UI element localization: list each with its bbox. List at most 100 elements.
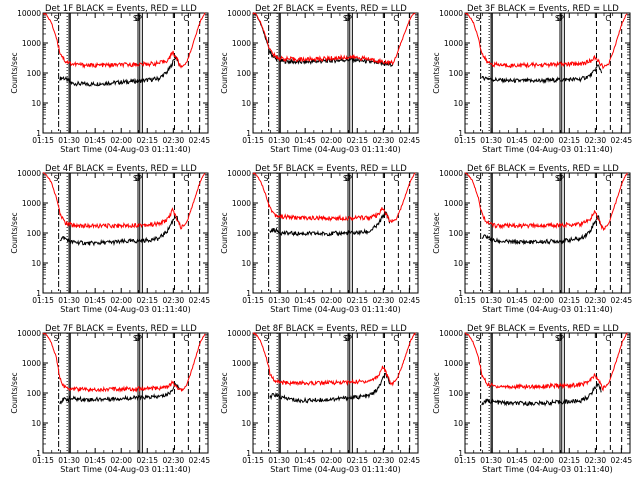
y-axis-title: Counts/sec: [10, 212, 19, 253]
y-tick-label: 10000: [17, 9, 41, 18]
plot-frame: [42, 332, 209, 454]
x-tick-label: 02:30: [163, 136, 185, 145]
x-axis-title: Start Time (04-Aug-03 01:11:40): [482, 145, 613, 154]
plot-title: Det 2F BLACK = Events, RED = LLD: [255, 4, 407, 14]
y-tick-label: 1000: [444, 359, 463, 368]
y-tick-label: 100: [27, 69, 42, 78]
x-tick-label: 02:15: [558, 296, 580, 305]
y-tick-label: 10: [241, 419, 251, 428]
marker-letter: S: [54, 14, 59, 23]
x-tick-label: 02:00: [110, 136, 132, 145]
detector-panel: Det 2F BLACK = Events, RED = LLD 1 10 100 10…: [220, 4, 420, 154]
x-tick-label: 02:45: [611, 456, 633, 465]
x-tick-label: 01:45: [294, 136, 316, 145]
y-tick-label: 10000: [439, 329, 463, 338]
detector-panel: Det 3F BLACK = Events, RED = LLD 1 10 100 10…: [432, 4, 632, 154]
plot-title: Det 6F BLACK = Events, RED = LLD: [467, 164, 619, 174]
y-axis-title: Counts/sec: [220, 372, 229, 413]
y-tick-label: 10000: [17, 329, 41, 338]
y-tick-label: 10: [31, 259, 41, 268]
y-tick-label: 10000: [439, 169, 463, 178]
x-tick-label: 01:15: [242, 456, 264, 465]
x-tick-label: 01:45: [506, 296, 528, 305]
marker-letter: D: [557, 14, 563, 23]
marker-letter: S: [264, 334, 269, 343]
marker-letter: D: [135, 14, 141, 23]
x-tick-label: 02:15: [558, 136, 580, 145]
series-line-events: [481, 215, 603, 246]
y-tick-label: 1: [36, 289, 41, 298]
series-line-lld: [42, 172, 206, 230]
x-tick-label: 02:15: [136, 456, 158, 465]
y-axis-title: Counts/sec: [10, 52, 19, 93]
y-tick-label: 1: [458, 449, 463, 458]
marker-letter: D: [135, 334, 141, 343]
series-line-lld: [464, 12, 628, 70]
marker-letter: D: [345, 174, 351, 183]
x-tick-label: 01:15: [454, 136, 476, 145]
y-tick-label: 100: [27, 389, 42, 398]
x-tick-label: 02:30: [585, 136, 607, 145]
series-line-lld: [464, 172, 628, 232]
y-tick-label: 1000: [22, 359, 41, 368]
x-tick-label: 02:15: [346, 136, 368, 145]
marker-letter: D: [135, 174, 141, 183]
detector-panel: Det 4F BLACK = Events, RED = LLD 1 10 100 10…: [10, 164, 210, 314]
y-tick-label: 1000: [444, 199, 463, 208]
marker-letter: P: [137, 174, 142, 183]
marker-letter: C: [393, 174, 398, 183]
y-tick-label: 1: [458, 129, 463, 138]
y-tick-label: 1: [246, 289, 251, 298]
y-tick-label: 1: [458, 289, 463, 298]
marker-letter: S: [343, 334, 348, 343]
y-tick-label: 1000: [232, 359, 251, 368]
detector-panel: Det 9F BLACK = Events, RED = LLD 1 10 100 10…: [432, 324, 632, 474]
y-tick-label: 10: [453, 259, 463, 268]
series-line-lld: [464, 332, 628, 392]
plot-frame: [42, 12, 209, 134]
detector-panel: Det 5F BLACK = Events, RED = LLD 1 10 100 10…: [220, 164, 420, 314]
y-tick-label: 10: [241, 99, 251, 108]
marker-letter: S: [264, 174, 269, 183]
x-tick-label: 02:30: [585, 296, 607, 305]
x-axis-title: Start Time (04-Aug-03 01:11:40): [270, 145, 401, 154]
series-line-events: [481, 382, 602, 407]
plot-frame: [464, 12, 631, 134]
marker-letter: C: [183, 14, 188, 23]
x-axis-title: Start Time (04-Aug-03 01:11:40): [482, 465, 613, 474]
y-tick-label: 10000: [227, 169, 251, 178]
marker-letter: S: [343, 174, 348, 183]
marker-letter: C: [605, 334, 610, 343]
x-tick-label: 02:15: [136, 296, 158, 305]
series-line-events: [269, 211, 391, 237]
detector-panel: Det 7F BLACK = Events, RED = LLD 1 10 100 10…: [10, 324, 210, 474]
marker-letter: P: [559, 334, 564, 343]
x-tick-label: 02:15: [346, 456, 368, 465]
marker-letter: C: [393, 334, 398, 343]
detector-panel: Det 8F BLACK = Events, RED = LLD 1 10 100 10…: [220, 324, 420, 474]
marker-letter: C: [605, 174, 610, 183]
y-tick-label: 100: [27, 229, 42, 238]
x-tick-label: 01:15: [32, 296, 54, 305]
marker-letter: S: [133, 334, 138, 343]
marker-letter: S: [133, 14, 138, 23]
x-tick-label: 02:30: [373, 136, 395, 145]
marker-letter: C: [183, 334, 188, 343]
y-axis-title: Counts/sec: [432, 212, 441, 253]
x-tick-label: 02:45: [189, 296, 211, 305]
x-tick-label: 02:30: [585, 456, 607, 465]
y-tick-label: 100: [237, 69, 252, 78]
plot-title: Det 5F BLACK = Events, RED = LLD: [255, 164, 407, 174]
x-tick-label: 01:30: [58, 296, 80, 305]
x-tick-label: 01:15: [242, 296, 264, 305]
marker-letter: S: [555, 174, 560, 183]
y-tick-label: 1: [246, 129, 251, 138]
y-tick-label: 100: [449, 69, 464, 78]
x-axis-title: Start Time (04-Aug-03 01:11:40): [482, 305, 613, 314]
y-tick-label: 1000: [22, 39, 41, 48]
y-axis-title: Counts/sec: [432, 52, 441, 93]
marker-letter: P: [137, 14, 142, 23]
y-tick-label: 1000: [232, 39, 251, 48]
y-tick-label: 10000: [17, 169, 41, 178]
x-tick-label: 01:45: [506, 456, 528, 465]
